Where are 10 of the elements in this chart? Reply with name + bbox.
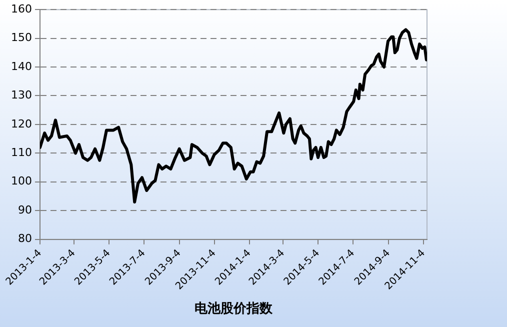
y-tick-label: 140	[10, 60, 32, 73]
x-axis-title: 电池股价指数	[194, 302, 274, 317]
y-tick-label: 160	[10, 2, 32, 16]
y-tick-label: 150	[10, 31, 32, 44]
y-tick-label: 90	[18, 203, 32, 216]
y-tick-label: 110	[10, 146, 32, 160]
y-tick-label: 130	[10, 88, 32, 102]
y-tick-label: 100	[10, 174, 32, 188]
y-tick-label: 80	[18, 232, 32, 246]
y-tick-label: 120	[10, 117, 32, 130]
